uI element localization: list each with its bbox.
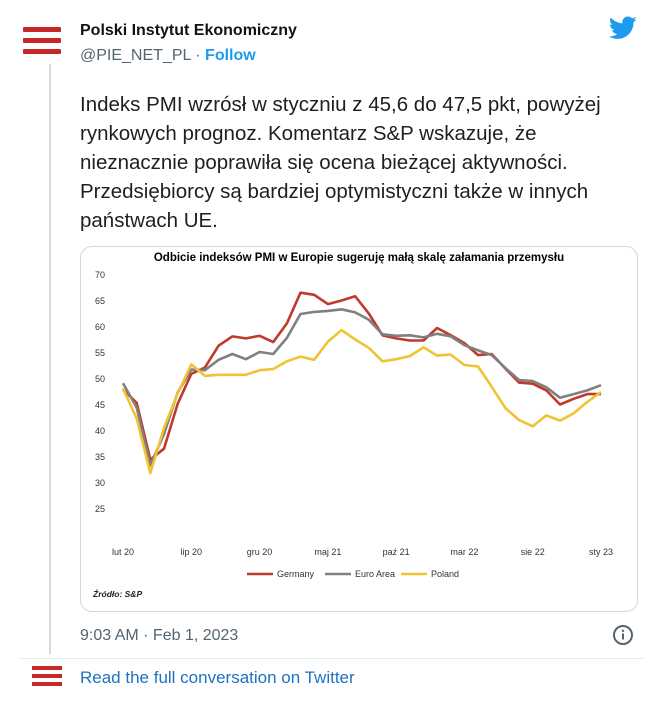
y-tick-label: 70	[95, 270, 105, 280]
series-line-euro-area	[121, 307, 602, 467]
tweet-timestamp[interactable]: 9:03 AM · Feb 1, 2023	[80, 627, 239, 644]
author-handle-row: @PIE_NET_PL · Follow	[80, 47, 256, 65]
author-name[interactable]: Polski Instytut Ekonomiczny	[80, 22, 297, 39]
y-tick-label: 65	[95, 296, 105, 306]
x-tick-label: lip 20	[181, 547, 203, 557]
author-handle[interactable]: @PIE_NET_PL	[80, 47, 191, 64]
legend-label: Germany	[277, 569, 315, 579]
y-tick-label: 35	[95, 452, 105, 462]
divider	[18, 658, 645, 659]
chart-source: Źródło: S&P	[92, 589, 142, 599]
x-tick-label: lut 20	[112, 547, 134, 557]
chart-card[interactable]: Odbicie indeksów PMI w Europie sugeruję …	[80, 246, 638, 612]
pie-logo-icon[interactable]	[23, 27, 63, 61]
y-tick-label: 45	[95, 400, 105, 410]
y-tick-label: 60	[95, 322, 105, 332]
pie-logo-small-icon[interactable]	[32, 666, 64, 688]
x-tick-label: paź 21	[383, 547, 410, 557]
chart-title: Odbicie indeksów PMI w Europie sugeruję …	[154, 252, 564, 264]
y-tick-label: 30	[95, 478, 105, 488]
x-tick-label: sty 23	[589, 547, 613, 557]
y-tick-label: 50	[95, 374, 105, 384]
series-line-germany	[122, 291, 601, 461]
y-tick-label: 55	[95, 348, 105, 358]
y-tick-label: 40	[95, 426, 105, 436]
tweet-text: Indeks PMI wzrósł w styczniu z 45,6 do 4…	[80, 93, 601, 232]
x-tick-label: gru 20	[247, 547, 273, 557]
thread-line	[49, 64, 51, 654]
series-line-poland	[121, 328, 602, 475]
x-tick-label: mar 22	[450, 547, 478, 557]
info-icon[interactable]	[612, 624, 634, 646]
separator-dot: ·	[195, 47, 201, 64]
legend-label: Poland	[431, 569, 459, 579]
pmi-line-chart: Odbicie indeksów PMI w Europie sugeruję …	[92, 252, 613, 599]
follow-button[interactable]: Follow	[205, 47, 256, 64]
x-tick-label: sie 22	[521, 547, 545, 557]
read-conversation-link[interactable]: Read the full conversation on Twitter	[80, 668, 355, 687]
x-tick-label: maj 21	[314, 547, 341, 557]
twitter-bird-icon[interactable]	[609, 16, 637, 40]
y-tick-label: 25	[95, 504, 105, 514]
legend-label: Euro Area	[355, 569, 395, 579]
